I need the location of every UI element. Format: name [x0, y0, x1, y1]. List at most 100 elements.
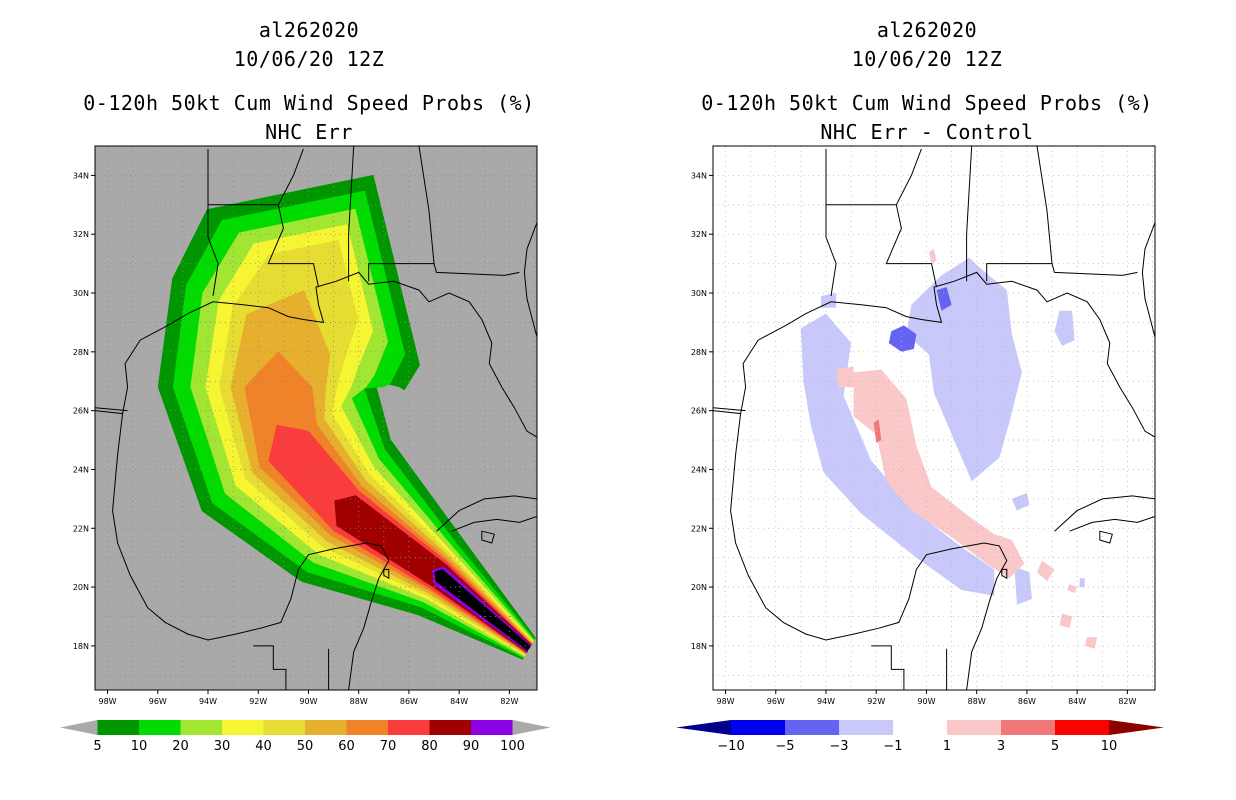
state-border-7 — [713, 407, 746, 412]
right-date: 10/06/20 12Z — [851, 47, 1003, 71]
state-border-3 — [895, 148, 922, 206]
y-tick-label: 34N — [691, 171, 707, 180]
y-tick-label: 30N — [73, 289, 89, 298]
coastline-atlantic — [523, 222, 537, 338]
state-border-2 — [267, 204, 319, 288]
colorbar-swatch — [1001, 720, 1056, 735]
colorbar-label: −3 — [829, 739, 848, 754]
x-tick-label: 94W — [199, 697, 217, 706]
anomaly-region-11 — [1037, 560, 1055, 582]
x-tick-label: 98W — [99, 697, 117, 706]
colorbar-swatch — [305, 720, 347, 735]
colorbar-label: 5 — [93, 739, 101, 754]
colorbar-swatch — [893, 720, 948, 735]
colorbar-label: 30 — [214, 739, 231, 754]
y-tick-label: 28N — [73, 348, 89, 357]
x-tick-label: 92W — [867, 697, 885, 706]
state-border-8 — [871, 645, 905, 690]
map-layers — [95, 146, 537, 690]
colorbar-label: 40 — [255, 739, 272, 754]
coastline-isla-juventud — [481, 530, 495, 544]
colorbar-label: 90 — [463, 739, 480, 754]
anomaly-region-4 — [1054, 310, 1075, 346]
colorbar-label: −1 — [883, 739, 902, 754]
left-date: 10/06/20 12Z — [233, 47, 385, 71]
y-tick-label: 26N — [73, 407, 89, 416]
colorbar-over-arrow — [512, 720, 551, 735]
x-tick-label: 86W — [400, 697, 418, 706]
colorbar-swatch — [947, 720, 1002, 735]
colorbar-swatch — [429, 720, 472, 735]
state-border-0 — [207, 148, 219, 297]
state-border-2 — [885, 204, 937, 288]
colorbar-swatch — [785, 720, 840, 735]
anomaly-region-14 — [1067, 584, 1078, 593]
colorbar-label: 20 — [172, 739, 189, 754]
anomaly-region-15 — [929, 248, 937, 264]
anomaly-region-3 — [906, 257, 1022, 482]
state-border-4 — [348, 146, 355, 282]
left-subtitle: NHC Err — [265, 120, 353, 144]
left-title: 0-120h 50kt Cum Wind Speed Probs (%) — [83, 91, 535, 115]
anomaly-region-9 — [853, 369, 1025, 579]
state-border-6 — [1051, 263, 1138, 276]
colorbar-label: −10 — [717, 739, 744, 754]
x-tick-label: 98W — [717, 697, 735, 706]
coastline-cozumel — [1001, 568, 1008, 580]
coastline-isla-juventud — [1099, 530, 1113, 544]
y-tick-label: 32N — [73, 230, 89, 239]
right-map-chart: 98W 96W 94W 92W 90W 88W 86W 84W 82W 34N 32N 30N 28N 2… — [676, 145, 1164, 754]
anomaly-region-13 — [1084, 637, 1098, 649]
anomaly-region-0 — [800, 313, 995, 596]
colorbar-swatch — [839, 720, 894, 735]
colorbar-label: 5 — [1051, 739, 1059, 754]
y-tick-label: 28N — [691, 348, 707, 357]
left-panel: al262020 10/06/20 12Z 0-120h 50kt Cum Wi… — [60, 18, 551, 754]
colorbar-label: 100 — [500, 739, 525, 754]
plot-frame — [94, 145, 538, 691]
colorbar-under-arrow — [60, 720, 98, 735]
colorbar-label: 1 — [943, 739, 951, 754]
y-tick-label: 20N — [73, 583, 89, 592]
x-tick-label: 90W — [299, 697, 317, 706]
state-border-4 — [966, 146, 973, 282]
state-border-7 — [95, 407, 128, 412]
x-tick-label: 84W — [450, 697, 468, 706]
right-panel: al262020 10/06/20 12Z 0-120h 50kt Cum Wi… — [618, 0, 1236, 800]
y-tick-label: 26N — [691, 407, 707, 416]
colorbar-swatch — [471, 720, 513, 735]
colorbar-label: 70 — [380, 739, 397, 754]
colorbar-swatch — [731, 720, 786, 735]
x-tick-label: 82W — [1118, 697, 1136, 706]
coastline-gulf — [740, 271, 1155, 438]
state-border-0 — [825, 148, 837, 297]
colorbar-label: 60 — [338, 739, 355, 754]
colorbar-swatch — [1055, 720, 1110, 735]
colorbar-label: 3 — [997, 739, 1005, 754]
anomaly-region-5 — [1011, 493, 1030, 511]
y-tick-label: 22N — [691, 524, 707, 533]
colorbar-label: −5 — [775, 739, 794, 754]
colorbar-label: 10 — [1101, 739, 1118, 754]
coastline-atlantic — [1141, 222, 1155, 338]
anomaly-region-8 — [936, 287, 952, 311]
anomaly-region-16 — [873, 419, 882, 443]
y-tick-label: 18N — [691, 642, 707, 651]
colorbar-swatch — [263, 720, 306, 735]
colorbar-swatch — [222, 720, 264, 735]
x-tick-label: 94W — [817, 697, 835, 706]
colorbar-swatch — [97, 720, 140, 735]
colorbar-label: 10 — [131, 739, 148, 754]
x-tick-label: 88W — [350, 697, 368, 706]
colorbar-swatch — [346, 720, 389, 735]
y-tick-label: 30N — [691, 289, 707, 298]
left-storm-id: al262020 — [258, 18, 360, 42]
colorbar-swatch — [180, 720, 223, 735]
y-tick-label: 18N — [73, 642, 89, 651]
anomaly-region-1 — [1014, 566, 1032, 605]
x-tick-label: 96W — [767, 697, 785, 706]
map-background — [713, 146, 1155, 690]
anomaly-region-6 — [1079, 578, 1085, 588]
x-tick-label: 96W — [149, 697, 167, 706]
x-tick-label: 88W — [968, 697, 986, 706]
